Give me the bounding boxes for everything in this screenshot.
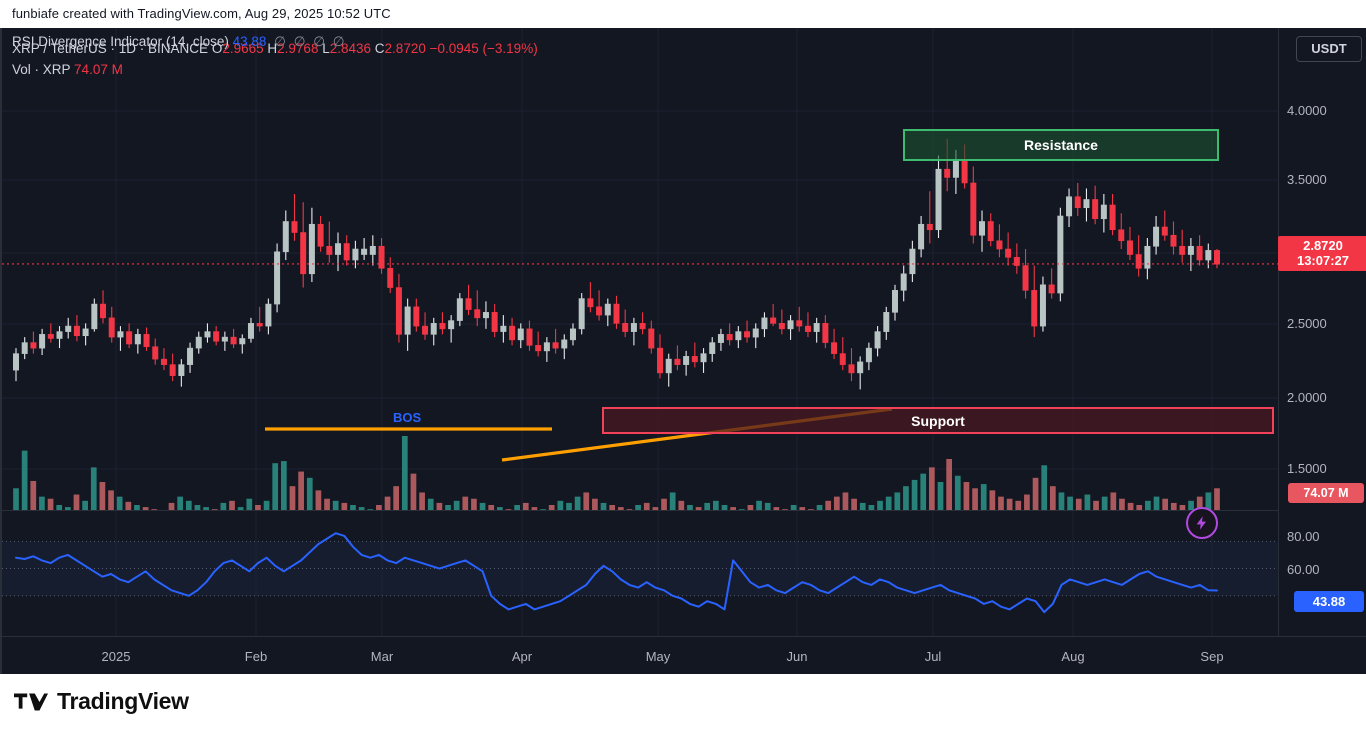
rsi-title[interactable]: RSI Divergence Indicator (14, close) <box>12 34 229 49</box>
legend-high-value: 2.9768 <box>277 41 319 56</box>
support-zone-box[interactable]: Support <box>602 407 1274 434</box>
legend-close-value: 2.8720 <box>384 41 426 56</box>
tradingview-mark-icon <box>14 693 48 710</box>
price-tick-2: 2.0000 <box>1287 390 1327 405</box>
time-tick-apr: Apr <box>511 649 533 664</box>
rsi-na-1: ∅ <box>274 34 286 49</box>
pane-separator <box>2 510 1278 511</box>
rsi-na-4: ∅ <box>332 34 345 49</box>
price-axis[interactable]: USDT 4.00003.50003.00002.50002.00001.500… <box>1278 28 1366 636</box>
price-tick-4: 4.0000 <box>1287 103 1327 118</box>
legend-volume-value: 74.07 M <box>74 62 123 77</box>
legend-low-label: L <box>322 41 330 56</box>
volume-badge[interactable]: 74.07 M <box>1288 483 1364 503</box>
price-candles-svg <box>2 28 1278 510</box>
resistance-zone-box[interactable]: Resistance <box>903 129 1219 161</box>
rsi-current-badge[interactable]: 43.88 <box>1294 591 1364 612</box>
time-tick-may: May <box>645 649 671 664</box>
time-tick-mar: Mar <box>370 649 394 664</box>
rsi-tick-60: 60.00 <box>1287 562 1320 577</box>
price-pane[interactable] <box>2 28 1278 510</box>
price-tick-1-5: 1.5000 <box>1287 461 1327 476</box>
lightning-badge-icon[interactable] <box>1186 507 1218 539</box>
legend-open-value: 2.9665 <box>222 41 264 56</box>
attribution-bar: funbiafe created with TradingView.com, A… <box>0 0 1366 28</box>
resistance-label: Resistance <box>1024 137 1098 153</box>
support-label: Support <box>911 412 965 429</box>
time-axis[interactable]: 2025 Feb Mar Apr May Jun Jul Aug Sep <box>2 636 1366 674</box>
rsi-na-3: ∅ <box>313 34 325 49</box>
rsi-tick-80: 80.00 <box>1287 529 1320 544</box>
legend-change: −0.0945 (−3.19%) <box>429 41 538 56</box>
currency-badge[interactable]: USDT <box>1296 36 1362 62</box>
legend-close-label: C <box>374 41 385 56</box>
legend-low-value: 2.8436 <box>329 41 372 56</box>
tradingview-logo: TradingView <box>14 688 189 715</box>
time-tick-jun: Jun <box>786 649 808 664</box>
time-tick-sep: Sep <box>1200 649 1224 664</box>
time-tick-aug: Aug <box>1061 649 1085 664</box>
rsi-na-2: ∅ <box>293 34 306 49</box>
legend-symbol[interactable]: XRP / TetherUS · 1D · BINANCE <box>12 41 209 56</box>
current-price-badge[interactable]: 2.8720 13:07:27 <box>1278 236 1366 271</box>
footer <box>0 674 1366 737</box>
chart-container[interactable]: XRP / TetherUS · 1D · BINANCE O2.9665 H2… <box>0 28 1366 674</box>
rsi-current-value: 43.88 <box>232 34 267 49</box>
tradingview-wordmark: TradingView <box>57 688 189 714</box>
rsi-legend: RSI Divergence Indicator (14, close) 43.… <box>12 34 345 50</box>
rsi-pane[interactable] <box>2 511 1278 636</box>
legend-open-label: O <box>211 41 223 56</box>
legend-volume-label[interactable]: Vol · XRP <box>12 62 71 77</box>
time-tick-jul: Jul <box>924 649 942 664</box>
time-tick-feb: Feb <box>244 649 268 664</box>
current-price-value: 2.8720 <box>1303 238 1343 253</box>
price-tick-3-5: 3.5000 <box>1287 172 1327 187</box>
price-legend: XRP / TetherUS · 1D · BINANCE O2.9665 H2… <box>12 40 538 79</box>
legend-high-label: H <box>267 41 278 56</box>
bar-countdown: 13:07:27 <box>1296 253 1350 268</box>
rsi-line-svg <box>2 511 1278 636</box>
bos-label: BOS <box>393 410 422 425</box>
price-tick-2-5: 2.5000 <box>1287 316 1327 331</box>
time-tick-2025: 2025 <box>101 649 131 664</box>
